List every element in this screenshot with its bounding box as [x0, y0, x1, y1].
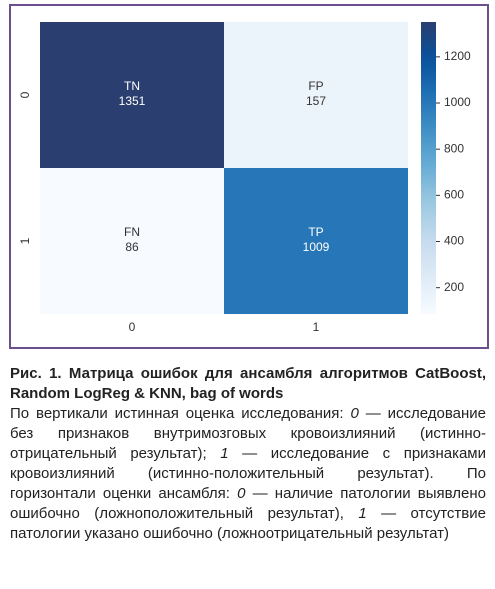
colorbar-tick-label: 600 — [444, 188, 464, 202]
colorbar — [421, 22, 436, 314]
caption-text: — наличие патологии выявлено ошибочно (л… — [10, 485, 486, 522]
cell-value: 1351 — [119, 94, 146, 108]
cell-value: 157 — [306, 94, 326, 108]
colorbar-tick-label: 200 — [444, 280, 464, 294]
x-tick-label: 1 — [313, 320, 320, 334]
cell-label: FN — [124, 225, 140, 239]
cell-label: FP — [308, 79, 323, 93]
cell-label: TN — [124, 79, 140, 93]
cell-label: TP — [308, 225, 323, 239]
caption-text: — исследование с признаками кровоизлияни… — [10, 445, 486, 502]
x-tick-label: 0 — [129, 320, 136, 334]
cell-value: 86 — [125, 240, 139, 254]
colorbar-tick-label: 1000 — [444, 95, 471, 109]
caption-italic: 1 — [220, 445, 229, 462]
caption-italic: 1 — [358, 505, 367, 522]
caption: Рис. 1. Матрица ошибок для ансамбля алго… — [10, 364, 486, 544]
heatmap-cell — [40, 22, 224, 168]
colorbar-tick-label: 400 — [444, 234, 464, 248]
colorbar-tick-label: 1200 — [444, 49, 471, 63]
y-tick-label: 0 — [18, 91, 32, 98]
caption-body: По вертикали истинная оценка исследовани… — [10, 404, 486, 544]
figure-frame — [9, 4, 489, 349]
caption-title: Рис. 1. Матрица ошибок для ансамбля алго… — [10, 365, 486, 402]
heatmap-cell — [224, 168, 408, 314]
cell-value: 1009 — [303, 240, 330, 254]
caption-italic: 0 — [237, 485, 246, 502]
caption-italic: 0 — [350, 405, 359, 422]
caption-text: — отсутствие патологии указано ошибочно … — [10, 505, 486, 542]
heatmap-cell — [224, 22, 408, 168]
y-tick-label: 1 — [18, 237, 32, 244]
colorbar-tick-label: 800 — [444, 141, 464, 155]
caption-text: — исследование без признаков внутримозго… — [10, 405, 486, 462]
heatmap-cell — [40, 168, 224, 314]
caption-text: По вертикали истинная оценка исследовани… — [10, 405, 351, 422]
